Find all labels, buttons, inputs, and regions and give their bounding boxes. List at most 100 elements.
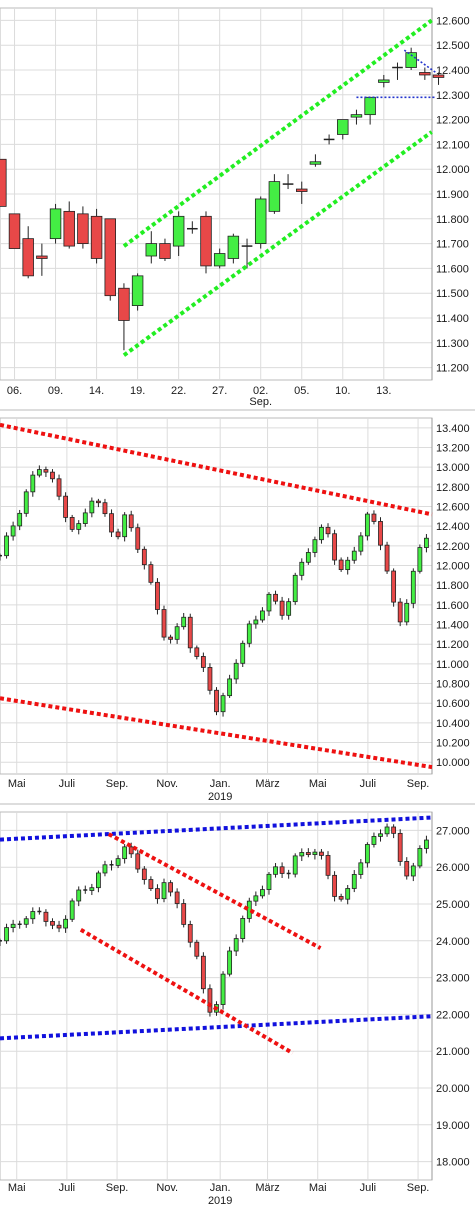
candle-body bbox=[135, 527, 141, 550]
y-tick-label: 12.600 bbox=[436, 15, 470, 27]
y-tick-label: 13.400 bbox=[436, 423, 470, 435]
candle-body bbox=[240, 918, 246, 939]
y-tick-label: 23.000 bbox=[436, 973, 470, 985]
x-tick-label: 13. bbox=[376, 385, 391, 397]
candle-body bbox=[214, 689, 219, 713]
trend-line bbox=[122, 18, 433, 248]
candle-body bbox=[253, 619, 259, 625]
candle-body bbox=[246, 900, 252, 919]
candle-body bbox=[319, 526, 324, 541]
panel-weekly-dow: 27.000 26.000 25.000 24.000 23.000 22.000 21.0… bbox=[0, 811, 470, 1206]
candle-body bbox=[50, 471, 55, 480]
candle-body bbox=[56, 478, 62, 497]
x-year-label: 2019 bbox=[208, 1195, 232, 1206]
candle-body bbox=[36, 469, 42, 476]
candle-body bbox=[309, 161, 322, 165]
candle-body bbox=[260, 889, 265, 897]
candle-body bbox=[43, 911, 49, 922]
candle-body bbox=[378, 521, 383, 546]
x-tick-label: 02. bbox=[253, 385, 268, 397]
trend-line bbox=[0, 696, 433, 770]
candle-body bbox=[77, 213, 89, 244]
x-year-label: Sep. bbox=[249, 396, 272, 408]
x-tick-label: Mai bbox=[309, 778, 327, 790]
candle-body bbox=[273, 866, 278, 875]
candle-body bbox=[96, 872, 101, 889]
candle-body bbox=[296, 188, 308, 192]
x-tick-label: Juli bbox=[59, 1182, 76, 1194]
y-tick-label: 10.200 bbox=[436, 738, 470, 750]
candle-body bbox=[76, 889, 82, 902]
candle-body bbox=[404, 861, 410, 877]
candle-body bbox=[391, 826, 397, 834]
y-tick-label: 19.000 bbox=[436, 1120, 470, 1132]
candle-body bbox=[246, 623, 252, 644]
candle-body bbox=[338, 559, 344, 571]
candle-body bbox=[76, 523, 82, 530]
candle-body bbox=[233, 662, 239, 680]
x-tick-label: Sep. bbox=[407, 778, 430, 790]
candle-body bbox=[371, 513, 377, 522]
y-tick-label: 11.200 bbox=[436, 639, 469, 651]
y-tick-label: 11.600 bbox=[436, 600, 469, 612]
candle-body bbox=[200, 215, 212, 267]
candle-body bbox=[364, 513, 370, 537]
candle-body bbox=[325, 526, 331, 535]
candle-body bbox=[109, 513, 114, 533]
candle-body bbox=[104, 218, 116, 297]
y-tick-label: 11.200 bbox=[436, 363, 469, 375]
y-tick-label: 12.100 bbox=[436, 139, 470, 151]
y-tick-label: 12.500 bbox=[436, 40, 470, 52]
candle-body bbox=[10, 923, 16, 928]
candle-body bbox=[22, 238, 34, 277]
x-year-label: 2019 bbox=[208, 791, 232, 803]
x-tick-label: Sep. bbox=[407, 1182, 430, 1194]
candle-body bbox=[337, 119, 349, 135]
y-tick-label: 11.600 bbox=[436, 263, 469, 275]
x-tick-label: Nov. bbox=[156, 1182, 178, 1194]
candle-body bbox=[49, 208, 62, 240]
candle-body bbox=[332, 533, 337, 561]
y-tick-label: 20.000 bbox=[436, 1083, 470, 1095]
candle-body bbox=[410, 570, 416, 604]
candle-body bbox=[96, 500, 101, 504]
y-tick-label: 12.600 bbox=[436, 502, 470, 514]
trend-line bbox=[79, 928, 294, 1055]
x-tick-label: Jan. bbox=[210, 778, 231, 790]
x-tick-label: 19. bbox=[130, 385, 145, 397]
candle-body bbox=[227, 678, 233, 697]
candle-body bbox=[168, 636, 173, 640]
candle-body bbox=[384, 826, 390, 835]
candle-body bbox=[279, 866, 285, 874]
candle-body bbox=[227, 950, 233, 975]
y-tick-label: 21.000 bbox=[436, 1046, 470, 1058]
candle-body bbox=[118, 287, 130, 321]
candle-body bbox=[172, 215, 185, 247]
candle-body bbox=[17, 512, 23, 527]
x-tick-label: 10. bbox=[335, 385, 350, 397]
candle-body bbox=[233, 938, 239, 952]
candle-body bbox=[220, 973, 226, 1005]
candle-body bbox=[332, 874, 337, 897]
y-tick-label: 11.500 bbox=[436, 288, 469, 300]
candle-body bbox=[325, 855, 331, 876]
trend-line bbox=[0, 1014, 433, 1041]
candle-body bbox=[299, 852, 305, 857]
trend-line bbox=[0, 422, 433, 517]
y-tick-label: 11.700 bbox=[436, 239, 469, 251]
candle-body bbox=[90, 215, 103, 259]
candle-body bbox=[292, 574, 298, 603]
candle-body bbox=[181, 616, 187, 628]
candle-body bbox=[69, 900, 75, 920]
candle-body bbox=[63, 918, 69, 929]
candle-body bbox=[115, 858, 121, 866]
candle-body bbox=[159, 243, 171, 259]
candle-body bbox=[207, 988, 213, 1013]
candle-body bbox=[0, 158, 7, 207]
candle-body bbox=[299, 561, 305, 576]
candle-body bbox=[128, 514, 134, 529]
y-tick-label: 18.000 bbox=[436, 1157, 470, 1169]
candle-body bbox=[135, 853, 141, 870]
y-tick-label: 11.800 bbox=[436, 580, 469, 592]
candle-body bbox=[174, 891, 180, 904]
